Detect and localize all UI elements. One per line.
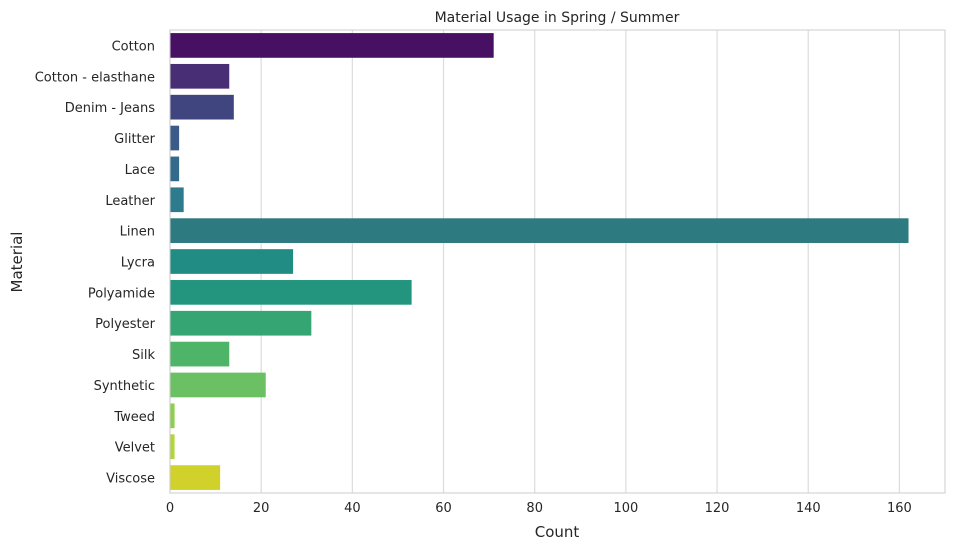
y-tick-label: Tweed [113,410,155,425]
bar [170,310,312,336]
y-tick-label: Lace [125,163,155,178]
y-tick-label: Denim - Jeans [65,101,156,116]
bar [170,465,221,490]
bar [170,33,494,58]
y-tick-label: Glitter [114,132,155,147]
y-tick-label: Cotton - elasthane [35,70,155,85]
y-tick-label: Viscose [106,472,155,487]
x-tick-label: 80 [526,501,543,516]
y-axis-label: Material [8,232,26,293]
x-tick-label: 140 [796,501,821,516]
bar [170,280,412,305]
x-axis-label: Count [535,523,580,541]
bar [170,249,294,274]
y-tick-label: Velvet [115,441,155,456]
x-tick-label: 0 [166,501,174,516]
y-tick-label: Silk [132,348,155,363]
x-tick-label: 40 [344,501,361,516]
bar [170,218,909,243]
gridlines [169,30,901,493]
x-tick-label: 20 [253,501,270,516]
y-tick-label: Linen [120,225,155,240]
bar [170,94,234,120]
bar [170,341,230,367]
y-tick-label: Polyester [95,317,156,332]
x-tick-labels: 0 20 40 60 80 100 120 140 160 [166,501,912,516]
y-tick-label: Lycra [121,256,155,271]
plot-frame [169,29,946,494]
x-tick-label: 160 [887,501,912,516]
chart-title: Material Usage in Spring / Summer [435,10,680,26]
bar [170,403,175,429]
y-tick-label: Cotton [112,39,155,54]
bar [170,434,175,460]
bar [170,125,180,151]
y-tick-label: Synthetic [94,379,155,394]
y-tick-label: Polyamide [88,286,155,301]
x-tick-label: 120 [705,501,730,516]
bar [170,187,184,213]
bar [170,156,180,182]
bar [170,63,230,89]
x-tick-label: 60 [435,501,452,516]
bar [170,372,266,398]
x-tick-label: 100 [613,501,638,516]
bars [170,33,909,490]
y-tick-label: Leather [105,194,155,209]
y-tick-labels: Cotton Cotton - elasthane Denim - Jeans Gli… [35,39,156,486]
